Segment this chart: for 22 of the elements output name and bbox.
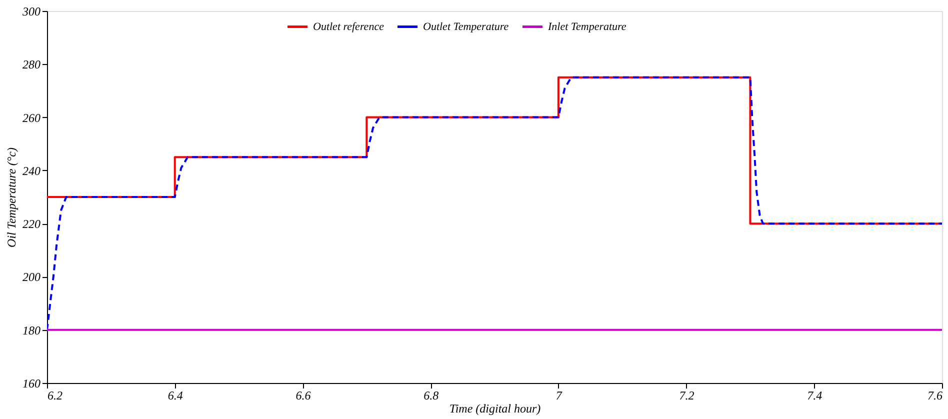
x-tick-label: 6.2 bbox=[48, 388, 62, 402]
x-tick-label: 7.6 bbox=[928, 388, 942, 402]
x-tick-label: 7.4 bbox=[807, 388, 822, 402]
y-tick-label: 160 bbox=[22, 376, 40, 390]
y-tick-label: 260 bbox=[22, 110, 40, 125]
line-series bbox=[47, 76, 942, 331]
y-tick-label: 240 bbox=[22, 164, 40, 178]
x-tick-label: 6.6 bbox=[296, 388, 311, 402]
legend-label: Outlet reference bbox=[313, 20, 384, 33]
y-tick-label: 200 bbox=[22, 270, 40, 284]
legend-label: Outlet Temperature bbox=[423, 20, 509, 33]
legend-label: Inlet Temperature bbox=[547, 20, 626, 33]
y-tick-label: 180 bbox=[22, 323, 40, 338]
x-tick-label: 6.8 bbox=[424, 388, 439, 402]
x-tick-label: 6.4 bbox=[168, 388, 183, 402]
x-tick-label: 7.2 bbox=[679, 388, 694, 402]
x-axis-title: Time (digital hour) bbox=[449, 402, 541, 416]
x-tick-label: 7 bbox=[556, 388, 563, 402]
y-tick-label: 300 bbox=[22, 4, 40, 18]
y-tick-label: 280 bbox=[22, 58, 40, 72]
y-axis-title: Oil Temperature (°c) bbox=[4, 148, 18, 248]
y-tick-label: 220 bbox=[22, 217, 40, 232]
